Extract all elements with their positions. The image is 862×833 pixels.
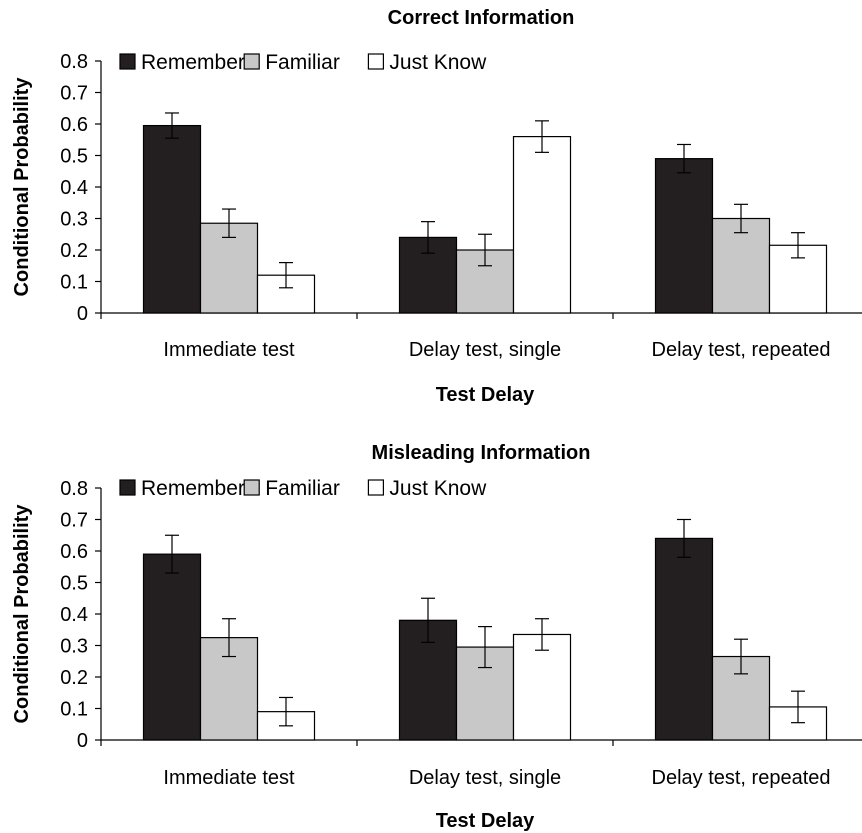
legend-label: Remember — [141, 477, 245, 500]
y-tick-label: 0.3 — [60, 636, 88, 658]
bar-remember — [654, 158, 714, 314]
y-tick-label: 0.8 — [60, 51, 88, 73]
legend-swatch — [243, 53, 260, 70]
y-tick-label: 0.4 — [60, 177, 88, 199]
x-category-label: Delay test, repeated — [652, 767, 831, 789]
y-tick-label: 0.1 — [60, 699, 88, 721]
y-tick-label: 0.6 — [60, 541, 88, 563]
y-tick-label: 0.1 — [60, 272, 88, 294]
bar-remember — [654, 537, 714, 741]
bar-just-know — [512, 633, 572, 741]
x-category-label: Delay test, single — [409, 767, 561, 789]
legend-item: Remember — [119, 477, 245, 500]
chart-title: Misleading Information — [372, 442, 591, 464]
y-tick-label: 0.2 — [60, 240, 88, 262]
legend: Remember Familiar Just Know — [119, 51, 487, 74]
legend-label: Familiar — [265, 51, 340, 74]
x-axis-label: Test Delay — [436, 810, 535, 832]
chart-panel-1: Correct Information Conditional Probabili… — [11, 7, 862, 406]
y-tick-label: 0 — [77, 303, 88, 325]
legend-swatch — [243, 479, 260, 496]
y-tick-label: 0.7 — [60, 83, 88, 105]
y-axis-label: Conditional Probability — [11, 77, 33, 297]
legend-label: Just Know — [389, 51, 487, 74]
legend-swatch — [119, 53, 136, 70]
legend-swatch — [367, 479, 384, 496]
chart-panel-2: Misleading Information Conditional Probab… — [11, 442, 862, 832]
legend-label: Familiar — [265, 477, 340, 500]
legend-swatch — [367, 53, 384, 70]
y-axis-label: Conditional Probability — [11, 504, 33, 724]
x-category-label: Delay test, repeated — [652, 339, 831, 361]
legend-item: Just Know — [367, 51, 487, 74]
x-category-label: Immediate test — [163, 767, 295, 789]
y-tick-label: 0.5 — [60, 146, 88, 168]
y-tick-label: 0.3 — [60, 209, 88, 231]
x-category-label: Immediate test — [163, 339, 295, 361]
legend-label: Just Know — [389, 477, 487, 500]
legend: Remember Familiar Just Know — [119, 477, 487, 500]
x-axis-label: Test Delay — [436, 384, 535, 406]
y-tick-label: 0.6 — [60, 114, 88, 136]
legend-item: Remember — [119, 51, 245, 74]
y-tick-label: 0.7 — [60, 510, 88, 532]
legend-item: Just Know — [367, 477, 487, 500]
bar-remember — [142, 124, 202, 314]
bar-remember — [398, 619, 458, 741]
legend-item: Familiar — [243, 477, 340, 500]
y-tick-label: 0 — [77, 730, 88, 752]
y-tick-label: 0.2 — [60, 667, 88, 689]
legend-swatch — [119, 479, 136, 496]
bar-familiar — [199, 222, 259, 314]
legend-label: Remember — [141, 51, 245, 74]
x-category-label: Delay test, single — [409, 339, 561, 361]
bar-remember — [142, 553, 202, 741]
legend-item: Familiar — [243, 51, 340, 74]
y-tick-label: 0.8 — [60, 478, 88, 500]
y-tick-label: 0.4 — [60, 604, 88, 626]
chart-title: Correct Information — [388, 7, 575, 29]
bar-just-know — [512, 136, 572, 314]
y-tick-label: 0.5 — [60, 573, 88, 595]
